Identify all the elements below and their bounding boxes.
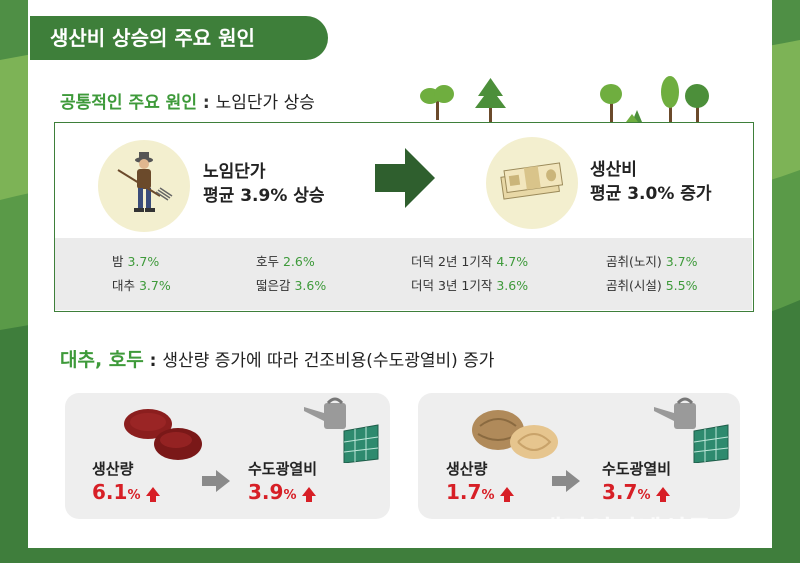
section1-heading-colon: : xyxy=(196,93,216,113)
production-cost-line1: 생산비 xyxy=(590,160,637,180)
rate-gomchwi-open: 곰취(노지) 3.7% xyxy=(606,254,698,269)
rate-deodeok-3yr: 더덕 3년 1기작 3.6% xyxy=(411,278,529,293)
jujube-icon xyxy=(124,409,202,460)
section1-heading-accent: 공통적인 주요 원인 xyxy=(60,93,197,113)
production-cost-line2: 평균 3.0% 증가 xyxy=(590,184,712,204)
section2-heading-colon: : xyxy=(143,351,163,371)
rate-jujube: 대추 3.7% xyxy=(112,278,171,293)
money-icon xyxy=(500,162,564,200)
arrow-right-small-icon xyxy=(202,470,230,492)
walnut-output-label: 생산량 xyxy=(446,460,488,478)
section1-heading-rest: 노임단가 상승 xyxy=(215,93,315,113)
rate-deodeok-2yr: 더덕 2년 1기작 4.7% xyxy=(411,254,529,269)
walnut-output-value: 1.7% xyxy=(446,480,515,504)
trees-right-icon xyxy=(600,76,709,122)
jujube-output-value: 6.1% xyxy=(92,480,161,504)
arrow-right-small-icon xyxy=(552,470,580,492)
production-cost-text: 생산비 평균 3.0% 증가 xyxy=(590,158,712,206)
walnut-icon xyxy=(472,410,558,459)
money-circle xyxy=(486,137,578,229)
trees-left-icon xyxy=(420,78,506,122)
increase-arrow-icon xyxy=(146,487,161,502)
section2-heading-rest: 생산량 증가에 따라 건조비용(수도광열비) 증가 xyxy=(162,351,495,371)
watering-can-solar-icon xyxy=(304,397,379,463)
section2-heading-accent: 대추, 호두 xyxy=(60,349,144,371)
labor-cost-line2: 평균 3.9% 상승 xyxy=(203,186,325,206)
page-title: 생산비 상승의 주요 원인 xyxy=(30,16,328,60)
watermark: 대전인터넷신문 xyxy=(538,516,713,546)
increase-arrow-icon xyxy=(500,487,515,502)
rate-astringent-persimmon: 떫은감 3.6% xyxy=(256,278,327,293)
rate-chestnut: 밤 3.7% xyxy=(112,254,160,269)
rate-walnut: 호두 2.6% xyxy=(256,254,315,269)
jujube-output-label: 생산량 xyxy=(92,460,134,478)
jujube-utility-label: 수도광열비 xyxy=(248,460,318,478)
labor-cost-text: 노임단가 평균 3.9% 상승 xyxy=(203,160,325,208)
increase-arrow-icon xyxy=(656,487,671,502)
arrow-right-icon xyxy=(375,148,435,208)
walnut-utility-label: 수도광열비 xyxy=(602,460,672,478)
section2-heading: 대추, 호두 : 생산량 증가에 따라 건조비용(수도광열비) 증가 xyxy=(60,345,494,372)
walnut-utility-value: 3.7% xyxy=(602,480,671,504)
jujube-utility-value: 3.9% xyxy=(248,480,317,504)
farmer-icon xyxy=(117,152,173,212)
watering-can-solar-icon xyxy=(654,397,729,463)
increase-arrow-icon xyxy=(302,487,317,502)
crop-rates-strip xyxy=(55,238,752,310)
farmer-circle xyxy=(98,140,190,232)
rate-gomchwi-facility: 곰취(시설) 5.5% xyxy=(606,278,698,293)
section1-heading: 공통적인 주요 원인 : 노임단가 상승 xyxy=(60,88,315,113)
labor-cost-line1: 노임단가 xyxy=(203,162,266,182)
